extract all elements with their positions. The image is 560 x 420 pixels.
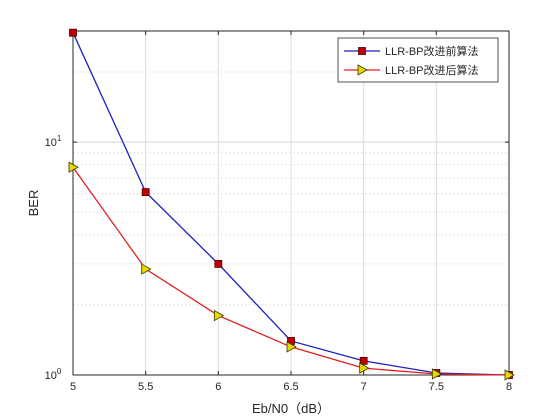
legend-label: LLR-BP改进前算法 xyxy=(385,44,479,58)
data-point xyxy=(504,369,515,381)
legend-box xyxy=(337,37,499,83)
legend-marker xyxy=(357,64,368,76)
data-point xyxy=(69,28,77,37)
x-tick-label: 5.5 xyxy=(138,381,153,393)
data-point xyxy=(359,362,370,374)
legend-item: LLR-BP改进后算法 xyxy=(344,63,479,77)
y-tick-label: 101 xyxy=(45,134,62,149)
data-point xyxy=(431,368,443,380)
x-tick-label: 6 xyxy=(215,381,221,393)
legend: LLR-BP改进前算法 LLR-BP改进后算法 xyxy=(337,37,499,83)
grid-lines xyxy=(73,31,509,375)
x-axis-label: Eb/N0（dB） xyxy=(252,401,330,416)
tick-labels: 5 5.5 6 6.5 7 7.5 8 100 101 xyxy=(45,134,512,393)
y-axis-label: BER xyxy=(26,190,41,217)
data-point xyxy=(141,188,150,197)
data-point xyxy=(141,263,152,275)
legend-label: LLR-BP改进后算法 xyxy=(385,63,479,77)
x-tick-label: 8 xyxy=(506,381,512,393)
x-tick-label: 6.5 xyxy=(283,381,298,393)
y-tick-label: 100 xyxy=(45,367,62,382)
data-point xyxy=(68,161,79,173)
x-tick-label: 7 xyxy=(361,381,367,393)
data-point xyxy=(359,356,368,365)
series-layer xyxy=(68,28,515,381)
data-point xyxy=(286,341,297,353)
data-point xyxy=(214,259,223,268)
x-tick-label: 7.5 xyxy=(429,381,444,393)
x-tick-label: 5 xyxy=(70,381,76,393)
series-2 xyxy=(68,161,515,381)
data-point xyxy=(213,309,225,322)
legend-item: LLR-BP改进前算法 xyxy=(344,44,479,58)
legend-marker xyxy=(358,47,366,55)
